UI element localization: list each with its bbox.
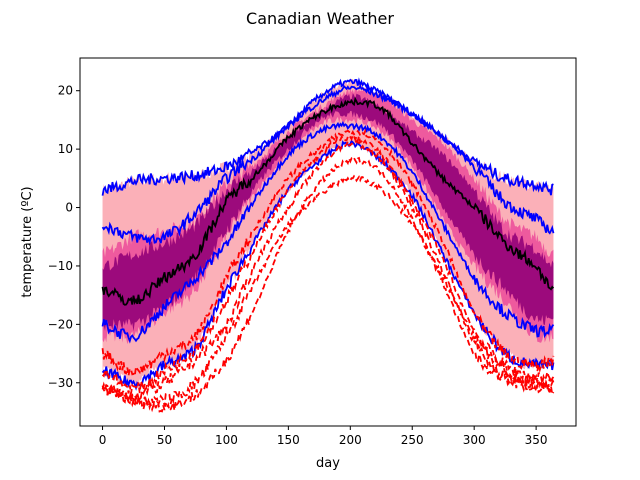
x-tick-label: 50: [157, 433, 172, 447]
y-axis-label: temperature (ºC): [20, 186, 35, 297]
plot-area: [101, 77, 555, 413]
x-axis-label: day: [316, 456, 340, 471]
y-tick-label: −20: [48, 317, 73, 331]
y-tick-label: 20: [58, 84, 73, 98]
envelope-line-3: [101, 120, 555, 344]
axes-frame: [79, 57, 577, 427]
median-line-0: [101, 96, 555, 306]
y-tick-label: −10: [48, 259, 73, 273]
y-axis: −30 −20 −10 0 10 20: [48, 84, 80, 390]
outlier-line-6: [101, 133, 555, 394]
x-tick-label: 100: [215, 433, 238, 447]
outlier-line-5: [101, 128, 555, 379]
x-tick-label: 200: [339, 433, 362, 447]
band-2: [102, 93, 554, 332]
x-tick-label: 0: [99, 433, 107, 447]
x-axis: 0 50 100 150 200 250 300 350: [99, 426, 548, 447]
x-tick-label: 300: [463, 433, 486, 447]
y-tick-label: 10: [58, 142, 73, 156]
envelope-line-1: [101, 77, 554, 196]
outlier-line-8: [102, 156, 555, 413]
outlier-line-9: [101, 174, 555, 411]
outlier-line-7: [101, 139, 555, 402]
envelope-line-2: [101, 84, 555, 246]
y-tick-label: −30: [48, 376, 73, 390]
x-tick-label: 350: [525, 433, 548, 447]
x-tick-label: 250: [401, 433, 424, 447]
y-tick-label: 0: [65, 201, 73, 215]
chart-title: Canadian Weather: [246, 9, 394, 28]
x-tick-label: 150: [277, 433, 300, 447]
